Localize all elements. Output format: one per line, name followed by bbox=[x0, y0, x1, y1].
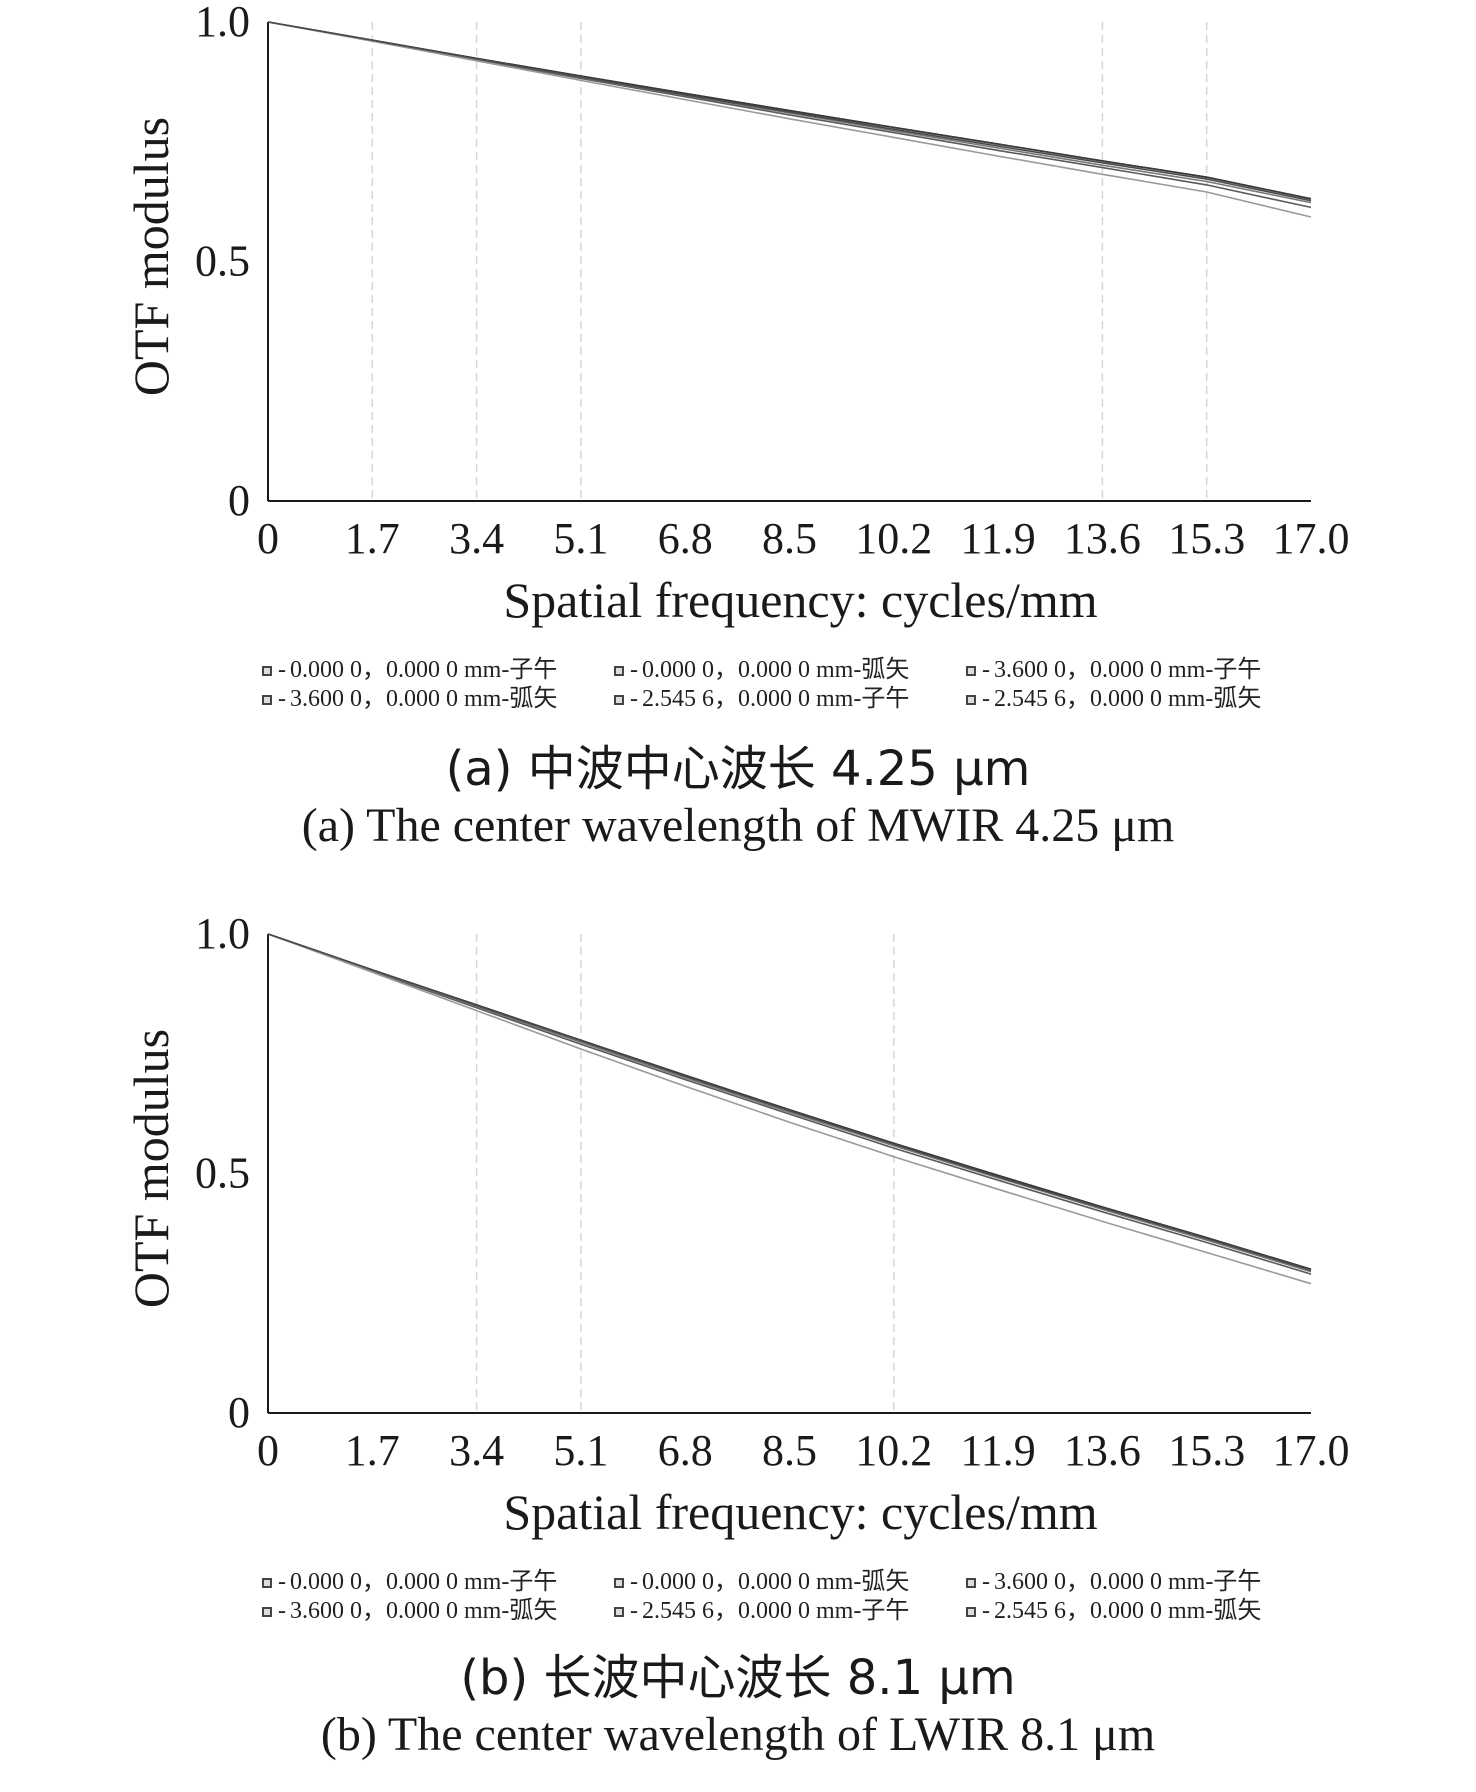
x-tick-label: 10.2 bbox=[855, 1426, 932, 1475]
legend-dash: - bbox=[982, 1569, 990, 1595]
legend-marker-icon bbox=[614, 665, 624, 676]
caption-a-en: (a) The center wavelength of MWIR 4.25 μ… bbox=[301, 799, 1175, 852]
x-tick-label: 8.5 bbox=[762, 1426, 817, 1475]
legend-dash: - bbox=[630, 1569, 638, 1595]
series-line bbox=[267, 21, 1312, 218]
legend-item: -2.545 6，0.000 0 mm-弧矢 bbox=[966, 685, 1322, 714]
legend-label: 3.600 0，0.000 0 mm-弧矢 bbox=[290, 1598, 558, 1624]
x-axis-title: Spatial frequency: cycles/mm bbox=[503, 572, 1097, 628]
legend-dash: - bbox=[982, 1598, 990, 1624]
legend-item: -0.000 0，0.000 0 mm-子午 bbox=[262, 656, 614, 685]
x-tick-label: 1.7 bbox=[345, 514, 400, 563]
legend-item: -3.600 0，0.000 0 mm-弧矢 bbox=[262, 685, 614, 714]
legend-label: 3.600 0，0.000 0 mm-弧矢 bbox=[290, 686, 558, 712]
legend-marker-icon bbox=[614, 1577, 624, 1588]
legend-item: -2.545 6，0.000 0 mm-弧矢 bbox=[966, 1597, 1322, 1626]
legend-dash: - bbox=[278, 657, 286, 683]
y-tick-label: 1.0 bbox=[195, 0, 250, 46]
legend-dash: - bbox=[982, 657, 990, 683]
x-tick-label: 6.8 bbox=[658, 1426, 713, 1475]
x-tick-label: 5.1 bbox=[553, 514, 608, 563]
legend-label: 0.000 0，0.000 0 mm-子午 bbox=[290, 1569, 558, 1595]
otf-chart-a: 0 1.7 3.4 5.1 6.8 8.5 10.2 11.9 13.6 15.3 17.0 0 0.5… bbox=[123, 0, 1350, 628]
series-line bbox=[267, 933, 1312, 1273]
y-tick-label: 0.5 bbox=[195, 237, 250, 286]
caption-b-cn: (b) 长波中心波长 8.1 μm bbox=[460, 1650, 1016, 1706]
x-tick-label: 0 bbox=[257, 514, 279, 563]
legend-item: -0.000 0，0.000 0 mm-弧矢 bbox=[614, 656, 966, 685]
x-tick-label: 17.0 bbox=[1273, 514, 1350, 563]
legend-item: -0.000 0，0.000 0 mm-弧矢 bbox=[614, 1568, 966, 1597]
legend-marker-icon bbox=[966, 1606, 976, 1617]
legend-item: -3.600 0，0.000 0 mm-子午 bbox=[966, 656, 1322, 685]
x-tick-label: 6.8 bbox=[658, 514, 713, 563]
legend-marker-icon bbox=[966, 1577, 976, 1588]
legend-label: 0.000 0，0.000 0 mm-弧矢 bbox=[642, 657, 910, 683]
legend-marker-icon bbox=[614, 694, 624, 705]
y-tick-label: 0 bbox=[228, 1388, 250, 1437]
x-tick-label: 5.1 bbox=[553, 1426, 608, 1475]
series-line bbox=[267, 21, 1312, 200]
x-tick-label: 10.2 bbox=[855, 514, 932, 563]
x-tick-label: 8.5 bbox=[762, 514, 817, 563]
legend-item: -0.000 0，0.000 0 mm-子午 bbox=[262, 1568, 614, 1597]
legend-b: -0.000 0，0.000 0 mm-子午 -0.000 0，0.000 0 m… bbox=[262, 1568, 1322, 1626]
series-line bbox=[267, 933, 1312, 1271]
legend-marker-icon bbox=[262, 694, 272, 705]
legend-marker-icon bbox=[614, 1606, 624, 1617]
legend-label: 2.545 6，0.000 0 mm-子午 bbox=[642, 1598, 910, 1624]
legend-dash: - bbox=[630, 686, 638, 712]
series-line bbox=[267, 933, 1312, 1271]
otf-chart-b: 0 1.7 3.4 5.1 6.8 8.5 10.2 11.9 13.6 15.3 17.0 0 0.5… bbox=[123, 909, 1350, 1540]
legend-dash: - bbox=[630, 1598, 638, 1624]
x-tick-label: 13.6 bbox=[1064, 1426, 1141, 1475]
legend-label: 3.600 0，0.000 0 mm-子午 bbox=[994, 657, 1262, 683]
legend-dash: - bbox=[278, 686, 286, 712]
chart-panel-a: 0 1.7 3.4 5.1 6.8 8.5 10.2 11.9 13.6 15.3 17.0 0 0.5… bbox=[0, 0, 1476, 880]
series-line bbox=[267, 933, 1312, 1275]
legend-label: 2.545 6，0.000 0 mm-弧矢 bbox=[994, 1598, 1262, 1624]
y-tick-label: 0 bbox=[228, 476, 250, 525]
x-tick-label: 0 bbox=[257, 1426, 279, 1475]
legend-marker-icon bbox=[966, 665, 976, 676]
x-tick-label: 3.4 bbox=[449, 514, 504, 563]
x-tick-label: 15.3 bbox=[1168, 1426, 1245, 1475]
legend-marker-icon bbox=[262, 665, 272, 676]
legend-dash: - bbox=[982, 686, 990, 712]
caption-a-cn: (a) 中波中心波长 4.25 μm bbox=[445, 741, 1031, 797]
y-tick-label: 1.0 bbox=[195, 909, 250, 958]
series-line bbox=[267, 21, 1312, 202]
legend-label: 0.000 0，0.000 0 mm-子午 bbox=[290, 657, 558, 683]
chart-panel-b: 0 1.7 3.4 5.1 6.8 8.5 10.2 11.9 13.6 15.3 17.0 0 0.5… bbox=[0, 909, 1476, 1777]
legend-dash: - bbox=[278, 1569, 286, 1595]
legend-item: -3.600 0，0.000 0 mm-弧矢 bbox=[262, 1597, 614, 1626]
legend-dash: - bbox=[278, 1598, 286, 1624]
legend-label: 2.545 6，0.000 0 mm-子午 bbox=[642, 686, 910, 712]
legend-item: -2.545 6，0.000 0 mm-子午 bbox=[614, 1597, 966, 1626]
x-tick-label: 15.3 bbox=[1168, 514, 1245, 563]
legend-a: -0.000 0，0.000 0 mm-子午 -0.000 0，0.000 0 m… bbox=[262, 656, 1322, 714]
x-tick-label: 1.7 bbox=[345, 1426, 400, 1475]
x-tick-label: 17.0 bbox=[1273, 1426, 1350, 1475]
legend-label: 3.600 0，0.000 0 mm-子午 bbox=[994, 1569, 1262, 1595]
legend-label: 0.000 0，0.000 0 mm-弧矢 bbox=[642, 1569, 910, 1595]
series-line bbox=[267, 933, 1312, 1272]
x-tick-label: 3.4 bbox=[449, 1426, 504, 1475]
legend-marker-icon bbox=[262, 1577, 272, 1588]
x-tick-label: 11.9 bbox=[960, 514, 1035, 563]
y-axis-title: OTF modulus bbox=[123, 1029, 179, 1308]
legend-label: 2.545 6，0.000 0 mm-弧矢 bbox=[994, 686, 1262, 712]
caption-b-en: (b) The center wavelength of LWIR 8.1 μm bbox=[320, 1708, 1156, 1761]
legend-marker-icon bbox=[262, 1606, 272, 1617]
series-line bbox=[267, 933, 1312, 1285]
legend-item: -3.600 0，0.000 0 mm-子午 bbox=[966, 1568, 1322, 1597]
y-axis-title: OTF modulus bbox=[123, 117, 179, 396]
legend-item: -2.545 6，0.000 0 mm-子午 bbox=[614, 685, 966, 714]
x-tick-label: 13.6 bbox=[1064, 514, 1141, 563]
x-tick-label: 11.9 bbox=[960, 1426, 1035, 1475]
x-axis-title: Spatial frequency: cycles/mm bbox=[503, 1484, 1097, 1540]
legend-marker-icon bbox=[966, 694, 976, 705]
y-tick-label: 0.5 bbox=[195, 1149, 250, 1198]
legend-dash: - bbox=[630, 657, 638, 683]
